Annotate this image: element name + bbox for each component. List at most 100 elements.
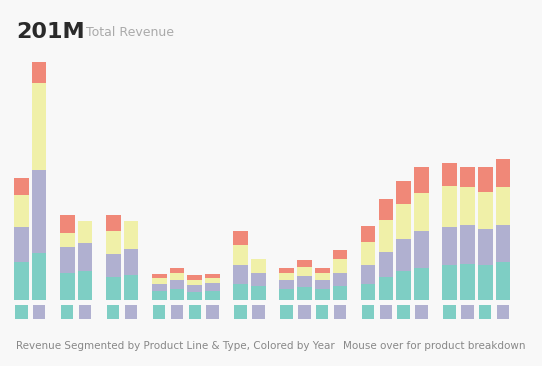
Bar	[380, 305, 392, 319]
Bar	[333, 250, 347, 259]
Bar	[60, 247, 75, 273]
Bar	[333, 273, 347, 286]
Bar	[188, 285, 202, 292]
Bar	[478, 167, 493, 192]
Bar	[188, 292, 202, 300]
Bar	[396, 181, 411, 204]
Bar	[106, 231, 120, 254]
Bar	[379, 199, 393, 220]
Bar	[442, 227, 457, 265]
Bar	[188, 280, 202, 285]
Bar	[379, 277, 393, 300]
Bar	[333, 286, 347, 300]
Bar	[234, 232, 248, 245]
Bar	[170, 268, 184, 273]
Bar	[78, 243, 92, 271]
Bar	[251, 273, 266, 286]
Bar	[334, 305, 346, 319]
Bar	[252, 305, 264, 319]
Bar	[152, 278, 166, 284]
Bar	[125, 305, 137, 319]
Bar	[251, 259, 266, 273]
Bar	[32, 45, 47, 83]
Bar	[14, 227, 29, 262]
Bar	[152, 291, 166, 300]
Bar	[14, 195, 29, 227]
Text: Mouse over for product breakdown: Mouse over for product breakdown	[344, 341, 526, 351]
Bar	[171, 305, 183, 319]
Bar	[315, 289, 330, 300]
Bar	[379, 252, 393, 277]
Bar	[205, 283, 220, 291]
Bar	[315, 268, 330, 273]
Bar	[60, 273, 75, 300]
Bar	[478, 265, 493, 300]
Bar	[106, 215, 120, 232]
Bar	[15, 305, 28, 319]
Bar	[460, 187, 475, 225]
Bar	[124, 221, 138, 249]
Bar	[298, 305, 311, 319]
Bar	[297, 276, 312, 287]
Bar	[205, 274, 220, 278]
Bar	[478, 229, 493, 265]
Bar	[297, 260, 312, 267]
Bar	[106, 277, 120, 300]
Bar	[280, 305, 293, 319]
Bar	[460, 167, 475, 187]
Bar	[107, 305, 119, 319]
Bar	[170, 289, 184, 300]
Bar	[442, 265, 457, 300]
Bar	[279, 289, 294, 300]
Bar	[495, 187, 510, 225]
Bar	[479, 305, 492, 319]
Bar	[361, 284, 376, 300]
Bar	[170, 273, 184, 280]
Bar	[78, 220, 92, 243]
Bar	[279, 273, 294, 280]
Bar	[153, 305, 165, 319]
Bar	[61, 305, 74, 319]
Bar	[235, 305, 247, 319]
Bar	[106, 254, 120, 277]
Bar	[397, 305, 410, 319]
Bar	[205, 278, 220, 283]
Bar	[396, 239, 411, 271]
Bar	[297, 267, 312, 276]
Bar	[414, 193, 429, 232]
Bar	[379, 220, 393, 252]
Bar	[152, 284, 166, 291]
Bar	[205, 291, 220, 300]
Text: 201M: 201M	[16, 22, 85, 42]
Bar	[361, 265, 376, 284]
Bar	[414, 232, 429, 268]
Bar	[442, 163, 457, 186]
Bar	[396, 204, 411, 239]
Bar	[170, 280, 184, 289]
Bar	[207, 305, 219, 319]
Bar	[316, 305, 328, 319]
Bar	[78, 271, 92, 300]
Bar	[124, 274, 138, 300]
Bar	[496, 305, 509, 319]
Bar	[189, 305, 201, 319]
Bar	[396, 271, 411, 300]
Bar	[297, 287, 312, 300]
Text: Total Revenue: Total Revenue	[86, 26, 175, 38]
Bar	[60, 234, 75, 247]
Bar	[234, 284, 248, 300]
Bar	[333, 259, 347, 273]
Bar	[495, 225, 510, 262]
Text: Revenue Segmented by Product Line & Type, Colored by Year: Revenue Segmented by Product Line & Type…	[16, 341, 335, 351]
Bar	[361, 242, 376, 265]
Bar	[124, 249, 138, 274]
Bar	[495, 262, 510, 300]
Bar	[362, 305, 375, 319]
Bar	[315, 273, 330, 280]
Bar	[478, 192, 493, 229]
Bar	[415, 305, 428, 319]
Bar	[495, 159, 510, 187]
Bar	[361, 226, 376, 242]
Bar	[234, 265, 248, 284]
Bar	[152, 274, 166, 278]
